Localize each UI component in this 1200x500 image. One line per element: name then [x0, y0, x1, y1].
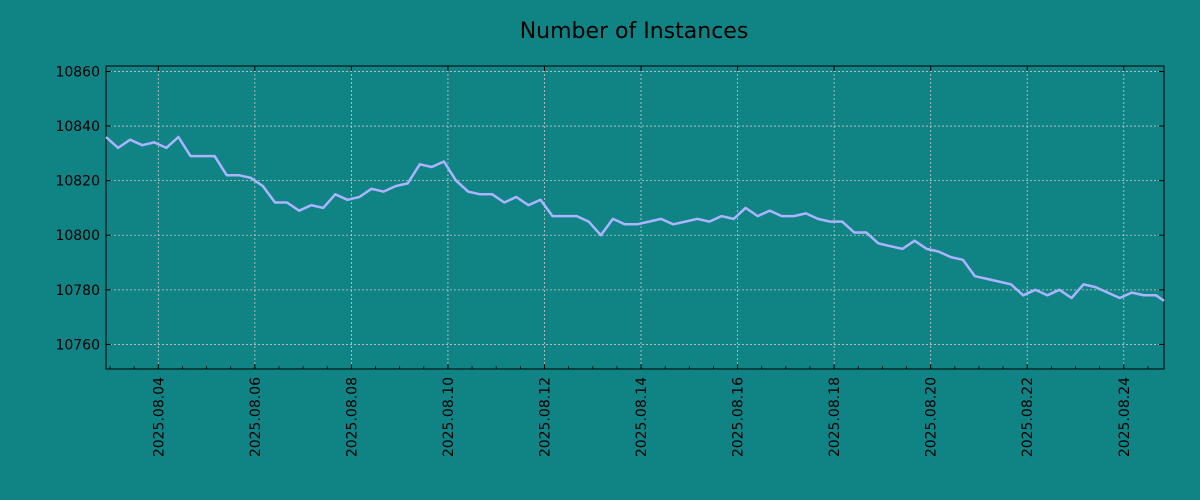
x-tick-label: 2025.08.18 — [827, 377, 843, 457]
x-tick-label: 2025.08.04 — [151, 377, 167, 457]
y-tick-label: 10840 — [55, 119, 100, 135]
y-tick-label: 10780 — [55, 283, 100, 299]
y-axis: 10760 10780 10800 10820 10840 10860 — [55, 64, 1164, 353]
x-tick-label: 2025.08.10 — [441, 377, 457, 457]
chart-title: Number of Instances — [520, 19, 749, 44]
y-tick-label: 10760 — [55, 337, 100, 353]
y-tick-label: 10800 — [55, 228, 100, 244]
grid-lines — [106, 66, 1164, 369]
y-tick-label: 10860 — [55, 64, 100, 80]
x-tick-label: 2025.08.22 — [1020, 377, 1036, 457]
series-line — [105, 135, 1165, 302]
x-tick-label: 2025.08.12 — [537, 377, 553, 457]
x-axis: 2025.08.04 2025.08.06 2025.08.08 2025.08.10… — [109, 66, 1149, 457]
series-layer — [105, 135, 1165, 302]
x-tick-label: 2025.08.24 — [1117, 377, 1133, 457]
x-tick-label: 2025.08.16 — [731, 377, 747, 457]
x-tick-label: 2025.08.20 — [924, 377, 940, 457]
x-tick-label: 2025.08.08 — [344, 377, 360, 457]
y-tick-label: 10820 — [55, 174, 100, 190]
plot-area-frame — [105, 65, 1165, 370]
x-tick-label: 2025.08.14 — [634, 377, 650, 457]
x-tick-label: 2025.08.06 — [248, 377, 264, 457]
